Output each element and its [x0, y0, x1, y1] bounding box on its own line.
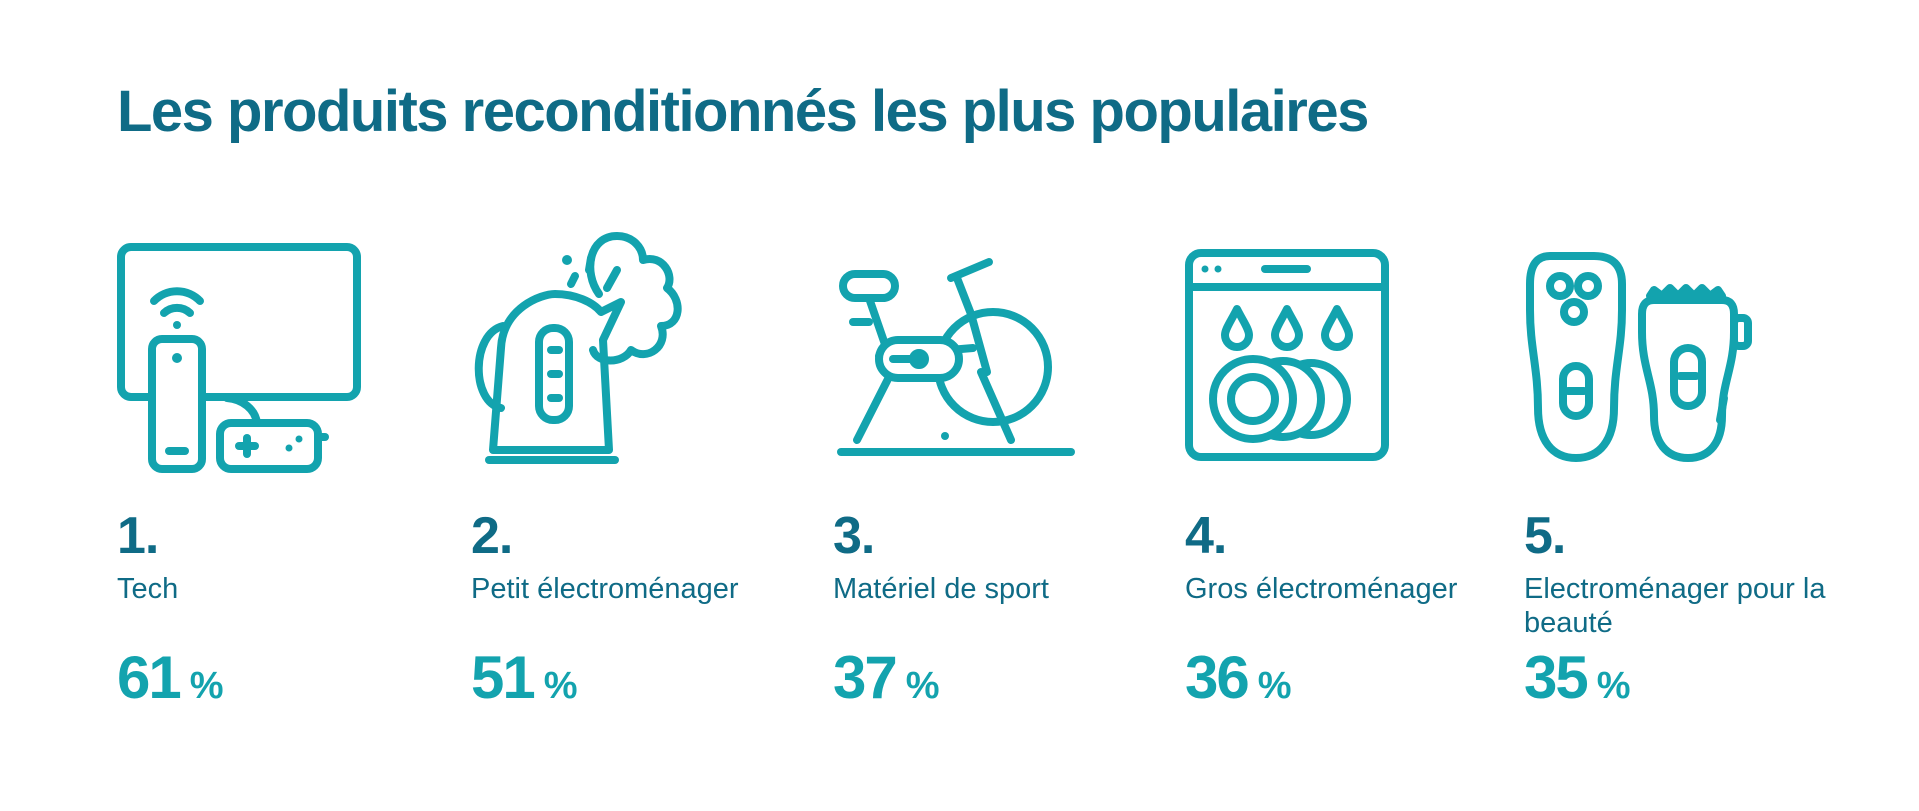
exercise-bike-icon: [833, 252, 1083, 472]
tech-devices-icon: [117, 243, 367, 473]
category-label: Petit électroménager: [471, 573, 739, 605]
percentage-value: 36: [1185, 644, 1250, 711]
kettle-icon: [471, 230, 721, 470]
rank-number: 4.: [1185, 507, 1227, 565]
rank-number: 2.: [471, 507, 513, 565]
percentage-unit: %: [1257, 665, 1292, 707]
rank-number: 5.: [1524, 507, 1566, 565]
category-label: Matériel de sport: [833, 573, 1049, 605]
percentage-unit: %: [905, 665, 940, 707]
category-label: Gros électroménager: [1185, 573, 1458, 605]
percentage-unit: %: [1596, 665, 1631, 707]
percentage-value: 35: [1524, 644, 1589, 711]
percentage-value: 37: [833, 644, 898, 711]
rank-number: 3.: [833, 507, 875, 565]
dishwasher-icon: [1185, 249, 1395, 465]
percentage: 35%: [1524, 648, 1631, 708]
percentage: 37%: [833, 648, 940, 708]
percentage-value: 61: [117, 644, 182, 711]
shavers-icon: [1524, 248, 1764, 468]
category-label: Electroménager pour la beauté: [1524, 573, 1826, 639]
percentage-unit: %: [543, 665, 578, 707]
category-label: Tech: [117, 573, 179, 605]
rank-number: 1.: [117, 507, 159, 565]
percentage-unit: %: [189, 665, 224, 707]
percentage: 36%: [1185, 648, 1292, 708]
page-title: Les produits reconditionnés les plus pop…: [117, 79, 1369, 144]
percentage: 51%: [471, 648, 578, 708]
percentage-value: 51: [471, 644, 536, 711]
percentage: 61%: [117, 648, 224, 708]
